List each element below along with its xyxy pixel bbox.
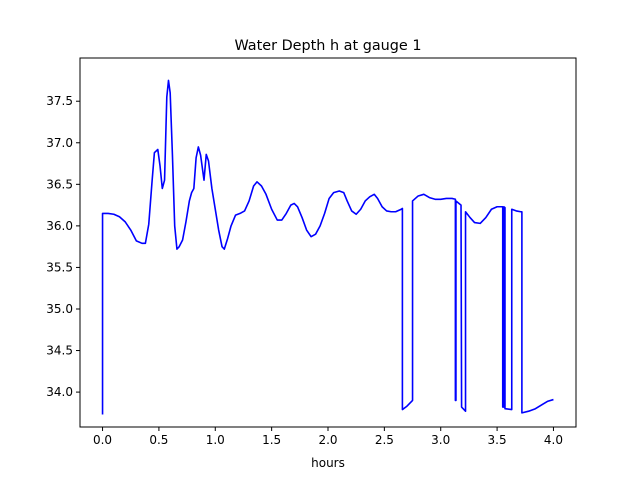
y-tick-label: 35.0 (46, 302, 73, 316)
y-tick-label: 35.5 (46, 260, 73, 274)
y-tick-label: 34.0 (46, 385, 73, 399)
x-tick-label: 3.5 (488, 433, 507, 447)
x-tick-label: 1.5 (262, 433, 281, 447)
x-axis-label: hours (311, 456, 345, 470)
x-tick-label: 1.0 (206, 433, 225, 447)
y-tick-label: 37.5 (46, 94, 73, 108)
chart-title: Water Depth h at gauge 1 (234, 38, 421, 54)
x-tick-label: 2.5 (375, 433, 394, 447)
y-tick-label: 36.5 (46, 177, 73, 191)
x-tick-label: 0.0 (93, 433, 112, 447)
y-tick-label: 36.0 (46, 219, 73, 233)
x-tick-label: 4.0 (544, 433, 563, 447)
x-axis: 0.0 0.5 1.0 1.5 2.0 2.5 3.0 3.5 4.0 (93, 427, 563, 447)
x-tick-label: 0.5 (149, 433, 168, 447)
x-tick-label: 2.0 (318, 433, 337, 447)
y-axis: 34.0 34.5 35.0 35.5 36.0 36.5 37.0 37.5 (46, 94, 80, 399)
x-tick-label: 3.0 (431, 433, 450, 447)
y-tick-label: 37.0 (46, 136, 73, 150)
axes-frame (79, 57, 577, 428)
y-tick-label: 34.5 (46, 344, 73, 358)
series-line-0 (101, 79, 554, 415)
plot-area (101, 79, 554, 415)
